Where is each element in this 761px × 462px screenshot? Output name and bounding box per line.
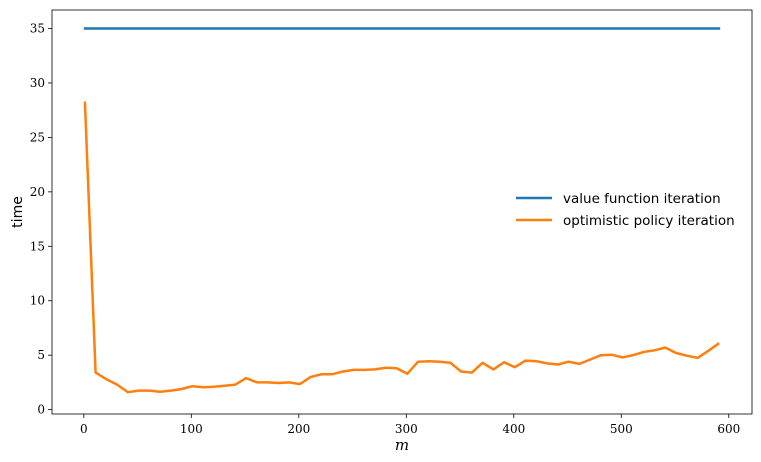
y-tick-label: 10 <box>30 294 45 308</box>
legend-label-value-function-iteration: value function iteration <box>563 191 721 207</box>
ticks-layer: 0 100 200 300 400 500 600 0 5 10 15 20 25 30 35 <box>30 22 741 436</box>
y-tick-label: 15 <box>30 239 45 253</box>
series-layer <box>83 27 721 394</box>
x-tick-label: 400 <box>502 422 525 436</box>
x-tick-label: 0 <box>80 422 88 436</box>
legend-label-optimistic-policy-iteration: optimistic policy iteration <box>563 213 735 229</box>
y-tick-label: 30 <box>30 76 45 90</box>
x-tick-label: 600 <box>717 422 740 436</box>
plot-background <box>52 10 752 414</box>
x-tick-label: 500 <box>610 422 633 436</box>
legend: value function iteration optimistic poli… <box>516 191 735 229</box>
y-tick-label: 25 <box>30 130 45 144</box>
y-axis-label: time <box>10 196 26 228</box>
y-tick-label: 0 <box>37 403 45 417</box>
y-tick-label: 5 <box>37 348 45 362</box>
series-line-optimistic-policy-iteration <box>83 101 720 394</box>
x-axis-label: m <box>395 436 409 454</box>
x-tick-label: 300 <box>395 422 418 436</box>
x-tick-label: 100 <box>180 422 203 436</box>
y-tick-label: 35 <box>30 22 45 36</box>
x-tick-label: 200 <box>287 422 310 436</box>
y-tick-label: 20 <box>30 185 45 199</box>
plot-frame <box>51 9 753 415</box>
